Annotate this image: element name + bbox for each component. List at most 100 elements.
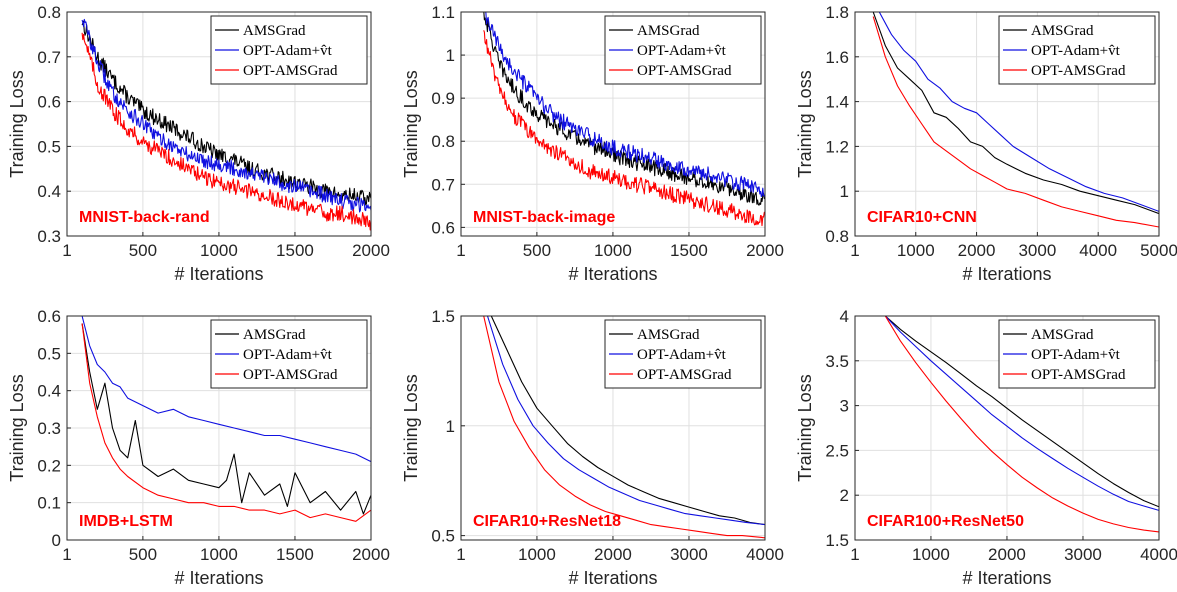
series-line-2 (486, 316, 765, 526)
y-tick-label: 1.6 (825, 48, 849, 67)
legend: AMSGrad OPT-Adam+v̂t OPT-AMSGrad (210, 319, 368, 389)
series-line-2 (81, 18, 371, 213)
legend-label-3: OPT-AMSGrad (637, 63, 732, 79)
legend-label-2: OPT-Adam+v̂t (243, 347, 333, 363)
series-line-1 (81, 20, 371, 206)
x-tick-label: 3000 (1018, 241, 1056, 260)
y-tick-label: 0.6 (37, 93, 61, 112)
series-line-3 (884, 316, 1159, 533)
x-axis-label: # Iterations (174, 264, 263, 284)
series-group (483, 12, 765, 227)
x-tick-label: 1 (62, 545, 71, 564)
x-tick-label: 1000 (594, 241, 632, 260)
legend-label-2: OPT-Adam+v̂t (1031, 43, 1121, 59)
y-tick-label: 3 (840, 397, 849, 416)
x-tick-label: 1500 (276, 241, 314, 260)
x-tick-label: 500 (523, 241, 551, 260)
y-tick-label: 4 (840, 307, 849, 326)
y-tick-label: 2 (840, 486, 849, 505)
y-axis-label: Training Loss (401, 374, 421, 481)
y-tick-label: 1 (840, 182, 849, 201)
legend-label-1: AMSGrad (243, 327, 306, 343)
x-tick-label: 3000 (1064, 545, 1102, 564)
x-tick-label: 1 (456, 545, 465, 564)
series-line-2 (884, 316, 1159, 511)
y-tick-label: 0 (52, 531, 61, 550)
x-tick-label: 500 (129, 545, 157, 564)
x-tick-label: 1500 (670, 241, 708, 260)
legend: AMSGrad OPT-Adam+v̂t OPT-AMSGrad (604, 15, 762, 85)
series-line-3 (81, 32, 371, 231)
legend-label-1: AMSGrad (637, 23, 700, 39)
y-tick-label: 1.2 (825, 137, 849, 156)
x-tick-label: 1000 (518, 545, 556, 564)
x-tick-label: 1000 (912, 545, 950, 564)
x-tick-label: 4000 (1140, 545, 1177, 564)
series-group (884, 316, 1159, 533)
y-tick-label: 0.8 (37, 3, 61, 22)
series-group (483, 316, 765, 539)
x-tick-label: 2000 (594, 545, 632, 564)
x-axis-label: # Iterations (962, 568, 1051, 588)
y-axis-label: Training Loss (795, 70, 815, 177)
x-tick-label: 4000 (746, 545, 784, 564)
series-line-3 (483, 316, 765, 539)
y-tick-label: 0.8 (431, 132, 455, 151)
legend-label-1: AMSGrad (243, 23, 306, 39)
y-tick-label: 0.4 (37, 382, 61, 401)
x-tick-label: 4000 (1079, 241, 1117, 260)
legend-label-1: AMSGrad (1031, 327, 1094, 343)
x-tick-label: 3000 (670, 545, 708, 564)
series-line-1 (872, 12, 1159, 215)
x-tick-label: 2000 (988, 545, 1026, 564)
axes-box (854, 11, 1160, 237)
y-tick-label: 0.5 (431, 527, 455, 546)
legend: AMSGrad OPT-Adam+v̂t OPT-AMSGrad (998, 319, 1156, 389)
y-tick-label: 2.5 (825, 441, 849, 460)
series-line-2 (485, 12, 765, 198)
x-tick-label: 1 (456, 241, 465, 260)
y-tick-label: 1.4 (825, 93, 849, 112)
y-tick-label: 0.8 (825, 227, 849, 246)
y-axis-label: Training Loss (401, 70, 421, 177)
dataset-annotation: CIFAR10+ResNet18 (473, 513, 621, 530)
x-tick-label: 1000 (897, 241, 935, 260)
x-tick-label: 2000 (958, 241, 996, 260)
series-line-2 (878, 12, 1159, 212)
legend-label-3: OPT-AMSGrad (1031, 367, 1126, 383)
series-line-2 (81, 316, 371, 463)
y-tick-label: 1.5 (431, 307, 455, 326)
legend: AMSGrad OPT-Adam+v̂t OPT-AMSGrad (210, 15, 368, 85)
x-axis-label: # Iterations (962, 264, 1051, 284)
dataset-annotation: IMDB+LSTM (79, 513, 173, 530)
y-tick-label: 0.5 (37, 344, 61, 363)
y-tick-label: 0.6 (431, 218, 455, 237)
y-tick-label: 0.9 (431, 89, 455, 108)
x-tick-label: 500 (129, 241, 157, 260)
y-tick-label: 0.4 (37, 182, 61, 201)
x-tick-label: 1 (62, 241, 71, 260)
series-line-1 (483, 12, 765, 206)
x-tick-label: 1 (850, 545, 859, 564)
x-tick-label: 2000 (352, 545, 390, 564)
series-line-1 (884, 316, 1159, 508)
series-group (872, 12, 1159, 228)
y-tick-label: 0.3 (37, 419, 61, 438)
series-group (81, 316, 371, 522)
legend-label-3: OPT-AMSGrad (1031, 63, 1126, 79)
dataset-annotation: MNIST-back-rand (79, 209, 210, 226)
x-tick-label: 1 (850, 241, 859, 260)
x-tick-label: 2000 (746, 241, 784, 260)
series-line-3 (872, 16, 1159, 228)
legend: AMSGrad OPT-Adam+v̂t OPT-AMSGrad (604, 319, 762, 389)
y-tick-label: 0.7 (431, 175, 455, 194)
legend-label-3: OPT-AMSGrad (243, 367, 338, 383)
legend: AMSGrad OPT-Adam+v̂t OPT-AMSGrad (998, 15, 1156, 85)
y-axis-label: Training Loss (7, 70, 27, 177)
legend-label-2: OPT-Adam+v̂t (637, 347, 727, 363)
legend-label-2: OPT-Adam+v̂t (637, 43, 727, 59)
